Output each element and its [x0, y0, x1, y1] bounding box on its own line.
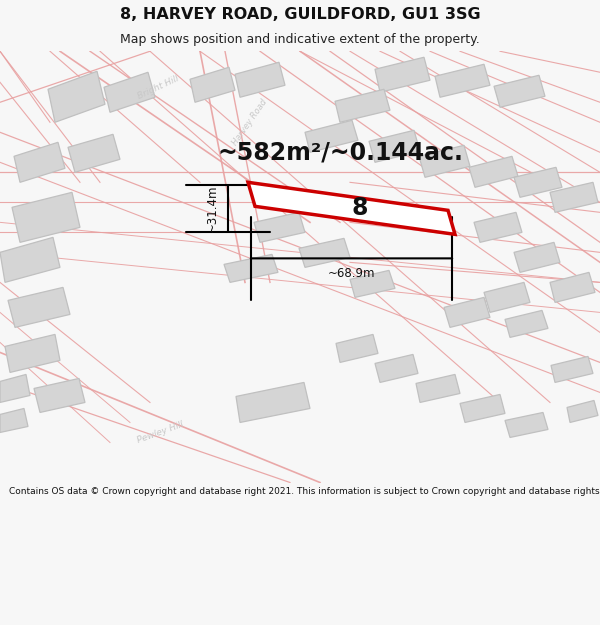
Polygon shape — [505, 311, 548, 338]
Polygon shape — [12, 192, 80, 242]
Polygon shape — [460, 394, 505, 422]
Polygon shape — [494, 75, 545, 108]
Polygon shape — [0, 409, 28, 432]
Polygon shape — [505, 412, 548, 437]
Text: 8, HARVEY ROAD, GUILDFORD, GU1 3SG: 8, HARVEY ROAD, GUILDFORD, GU1 3SG — [119, 7, 481, 22]
Polygon shape — [550, 272, 595, 302]
Text: Bright Hill: Bright Hill — [136, 74, 180, 101]
Polygon shape — [550, 182, 598, 213]
Polygon shape — [335, 89, 390, 122]
Polygon shape — [104, 72, 155, 112]
Polygon shape — [34, 379, 85, 412]
Polygon shape — [375, 58, 430, 92]
Polygon shape — [350, 271, 395, 298]
Text: ~68.9m: ~68.9m — [328, 267, 375, 280]
Text: ~582m²/~0.144ac.: ~582m²/~0.144ac. — [217, 140, 463, 164]
Polygon shape — [305, 120, 358, 152]
Polygon shape — [514, 242, 560, 272]
Polygon shape — [444, 298, 490, 328]
Polygon shape — [419, 145, 470, 177]
Polygon shape — [248, 182, 455, 234]
Polygon shape — [369, 130, 420, 162]
Text: ~31.4m: ~31.4m — [205, 184, 218, 232]
Text: Map shows position and indicative extent of the property.: Map shows position and indicative extent… — [120, 34, 480, 46]
Polygon shape — [469, 156, 518, 188]
Polygon shape — [0, 374, 30, 402]
Polygon shape — [68, 134, 120, 172]
Polygon shape — [336, 334, 378, 362]
Polygon shape — [236, 382, 310, 423]
Text: Contains OS data © Crown copyright and database right 2021. This information is : Contains OS data © Crown copyright and d… — [9, 487, 600, 496]
Text: Pewley Hill: Pewley Hill — [136, 420, 184, 445]
Polygon shape — [0, 238, 60, 282]
Polygon shape — [254, 213, 305, 243]
Polygon shape — [551, 356, 593, 382]
Polygon shape — [14, 142, 65, 182]
Text: Harvey Road: Harvey Road — [231, 98, 269, 147]
Polygon shape — [190, 68, 235, 102]
Polygon shape — [299, 238, 350, 268]
Polygon shape — [48, 71, 105, 122]
Polygon shape — [5, 334, 60, 372]
Polygon shape — [224, 254, 278, 282]
Polygon shape — [474, 213, 522, 243]
Text: 8: 8 — [352, 196, 368, 221]
Polygon shape — [235, 62, 285, 98]
Polygon shape — [567, 401, 598, 422]
Polygon shape — [416, 374, 460, 402]
Polygon shape — [484, 282, 530, 312]
Polygon shape — [8, 288, 70, 328]
Polygon shape — [375, 354, 418, 382]
Polygon shape — [514, 168, 562, 198]
Polygon shape — [435, 64, 490, 98]
